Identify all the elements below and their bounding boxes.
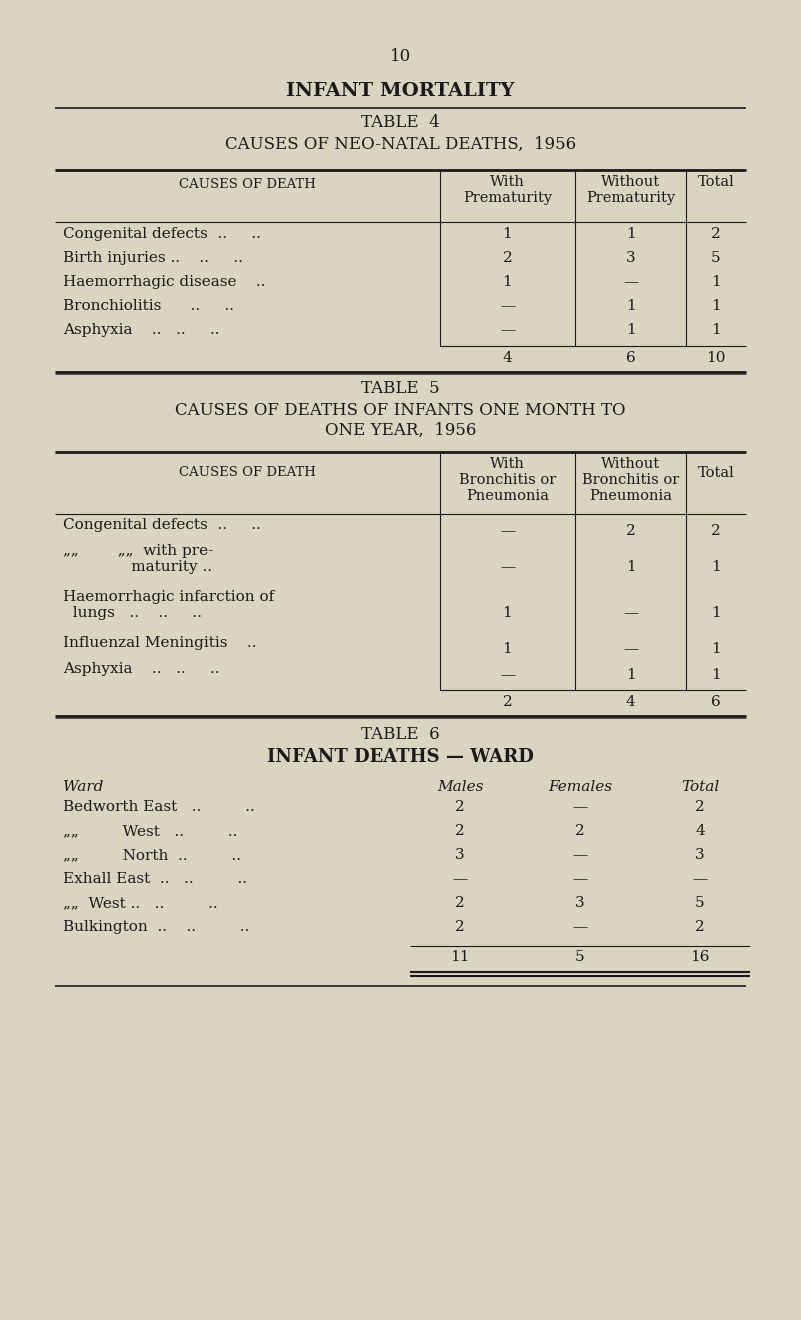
Text: 1: 1 xyxy=(711,323,721,337)
Text: —: — xyxy=(623,642,638,656)
Text: —: — xyxy=(500,668,515,682)
Text: INFANT MORTALITY: INFANT MORTALITY xyxy=(286,82,515,100)
Text: Haemorrhagic disease    ..: Haemorrhagic disease .. xyxy=(63,275,265,289)
Text: 10: 10 xyxy=(706,351,726,366)
Text: 1: 1 xyxy=(711,275,721,289)
Text: 1: 1 xyxy=(711,300,721,313)
Text: 10: 10 xyxy=(390,48,411,65)
Text: Exhall East  ..   ..         ..: Exhall East .. .. .. xyxy=(63,873,247,886)
Text: „„         West   ..         ..: „„ West .. .. xyxy=(63,824,237,838)
Text: With
Prematurity: With Prematurity xyxy=(463,176,552,205)
Text: 5: 5 xyxy=(575,950,585,964)
Text: 1: 1 xyxy=(711,606,721,620)
Text: With
Bronchitis or
Pneumonia: With Bronchitis or Pneumonia xyxy=(459,457,556,503)
Text: 1: 1 xyxy=(502,606,513,620)
Text: 1: 1 xyxy=(502,275,513,289)
Text: 1: 1 xyxy=(626,560,635,574)
Text: Without
Prematurity: Without Prematurity xyxy=(586,176,675,205)
Text: TABLE  6: TABLE 6 xyxy=(361,726,440,743)
Text: 1: 1 xyxy=(626,300,635,313)
Text: 16: 16 xyxy=(690,950,710,964)
Text: 1: 1 xyxy=(711,560,721,574)
Text: CAUSES OF DEATH: CAUSES OF DEATH xyxy=(179,178,316,191)
Text: 3: 3 xyxy=(455,847,465,862)
Text: 2: 2 xyxy=(711,227,721,242)
Text: 3: 3 xyxy=(575,896,585,909)
Text: —: — xyxy=(573,847,588,862)
Text: „„  West ..   ..         ..: „„ West .. .. .. xyxy=(63,896,218,909)
Text: —: — xyxy=(500,524,515,539)
Text: Total: Total xyxy=(698,176,735,189)
Text: CAUSES OF DEATHS OF INFANTS ONE MONTH TO: CAUSES OF DEATHS OF INFANTS ONE MONTH TO xyxy=(175,403,626,418)
Text: 4: 4 xyxy=(626,696,635,709)
Text: Females: Females xyxy=(548,780,612,795)
Text: 3: 3 xyxy=(626,251,635,265)
Text: ONE YEAR,  1956: ONE YEAR, 1956 xyxy=(325,422,476,440)
Text: Males: Males xyxy=(437,780,483,795)
Text: Bedworth East   ..         ..: Bedworth East .. .. xyxy=(63,800,255,814)
Text: 4: 4 xyxy=(502,351,513,366)
Text: 2: 2 xyxy=(695,920,705,935)
Text: 1: 1 xyxy=(626,227,635,242)
Text: Without
Bronchitis or
Pneumonia: Without Bronchitis or Pneumonia xyxy=(582,457,679,503)
Text: —: — xyxy=(573,873,588,886)
Text: Asphyxia    ..   ..     ..: Asphyxia .. .. .. xyxy=(63,663,219,676)
Text: Total: Total xyxy=(698,466,735,480)
Text: —: — xyxy=(453,873,468,886)
Text: Birth injuries ..    ..     ..: Birth injuries .. .. .. xyxy=(63,251,243,265)
Text: 11: 11 xyxy=(450,950,469,964)
Text: 2: 2 xyxy=(711,524,721,539)
Text: 2: 2 xyxy=(575,824,585,838)
Text: Total: Total xyxy=(681,780,719,795)
Text: 1: 1 xyxy=(711,668,721,682)
Text: 1: 1 xyxy=(711,642,721,656)
Text: Haemorrhagic infarction of
  lungs   ..    ..     ..: Haemorrhagic infarction of lungs .. .. .… xyxy=(63,590,274,620)
Text: 6: 6 xyxy=(626,351,635,366)
Text: Congenital defects  ..     ..: Congenital defects .. .. xyxy=(63,517,261,532)
Text: 2: 2 xyxy=(626,524,635,539)
Text: „„        „„  with pre-
              maturity ..: „„ „„ with pre- maturity .. xyxy=(63,544,213,574)
Text: Congenital defects  ..     ..: Congenital defects .. .. xyxy=(63,227,261,242)
Text: —: — xyxy=(623,606,638,620)
Text: —: — xyxy=(500,300,515,313)
Text: 2: 2 xyxy=(455,824,465,838)
Text: 6: 6 xyxy=(711,696,721,709)
Text: 5: 5 xyxy=(711,251,721,265)
Text: „„         North  ..         ..: „„ North .. .. xyxy=(63,847,241,862)
Text: 1: 1 xyxy=(502,227,513,242)
Text: 2: 2 xyxy=(502,251,513,265)
Text: Influenzal Meningitis    ..: Influenzal Meningitis .. xyxy=(63,636,256,649)
Text: —: — xyxy=(623,275,638,289)
Text: Asphyxia    ..   ..     ..: Asphyxia .. .. .. xyxy=(63,323,219,337)
Text: 1: 1 xyxy=(502,642,513,656)
Text: Ward: Ward xyxy=(63,780,103,795)
Text: TABLE  4: TABLE 4 xyxy=(361,114,440,131)
Text: INFANT DEATHS — WARD: INFANT DEATHS — WARD xyxy=(267,748,534,766)
Text: Bulkington  ..    ..         ..: Bulkington .. .. .. xyxy=(63,920,249,935)
Text: CAUSES OF NEO-NATAL DEATHS,  1956: CAUSES OF NEO-NATAL DEATHS, 1956 xyxy=(225,136,576,153)
Text: —: — xyxy=(692,873,707,886)
Text: CAUSES OF DEATH: CAUSES OF DEATH xyxy=(179,466,316,479)
Text: —: — xyxy=(573,800,588,814)
Text: 1: 1 xyxy=(626,323,635,337)
Text: 3: 3 xyxy=(695,847,705,862)
Text: —: — xyxy=(573,920,588,935)
Text: 2: 2 xyxy=(455,920,465,935)
Text: 2: 2 xyxy=(455,800,465,814)
Text: 2: 2 xyxy=(695,800,705,814)
Text: TABLE  5: TABLE 5 xyxy=(361,380,440,397)
Text: 4: 4 xyxy=(695,824,705,838)
Text: —: — xyxy=(500,560,515,574)
Text: Bronchiolitis      ..     ..: Bronchiolitis .. .. xyxy=(63,300,234,313)
Text: 5: 5 xyxy=(695,896,705,909)
Text: 2: 2 xyxy=(455,896,465,909)
Text: 1: 1 xyxy=(626,668,635,682)
Text: 2: 2 xyxy=(502,696,513,709)
Text: —: — xyxy=(500,323,515,337)
